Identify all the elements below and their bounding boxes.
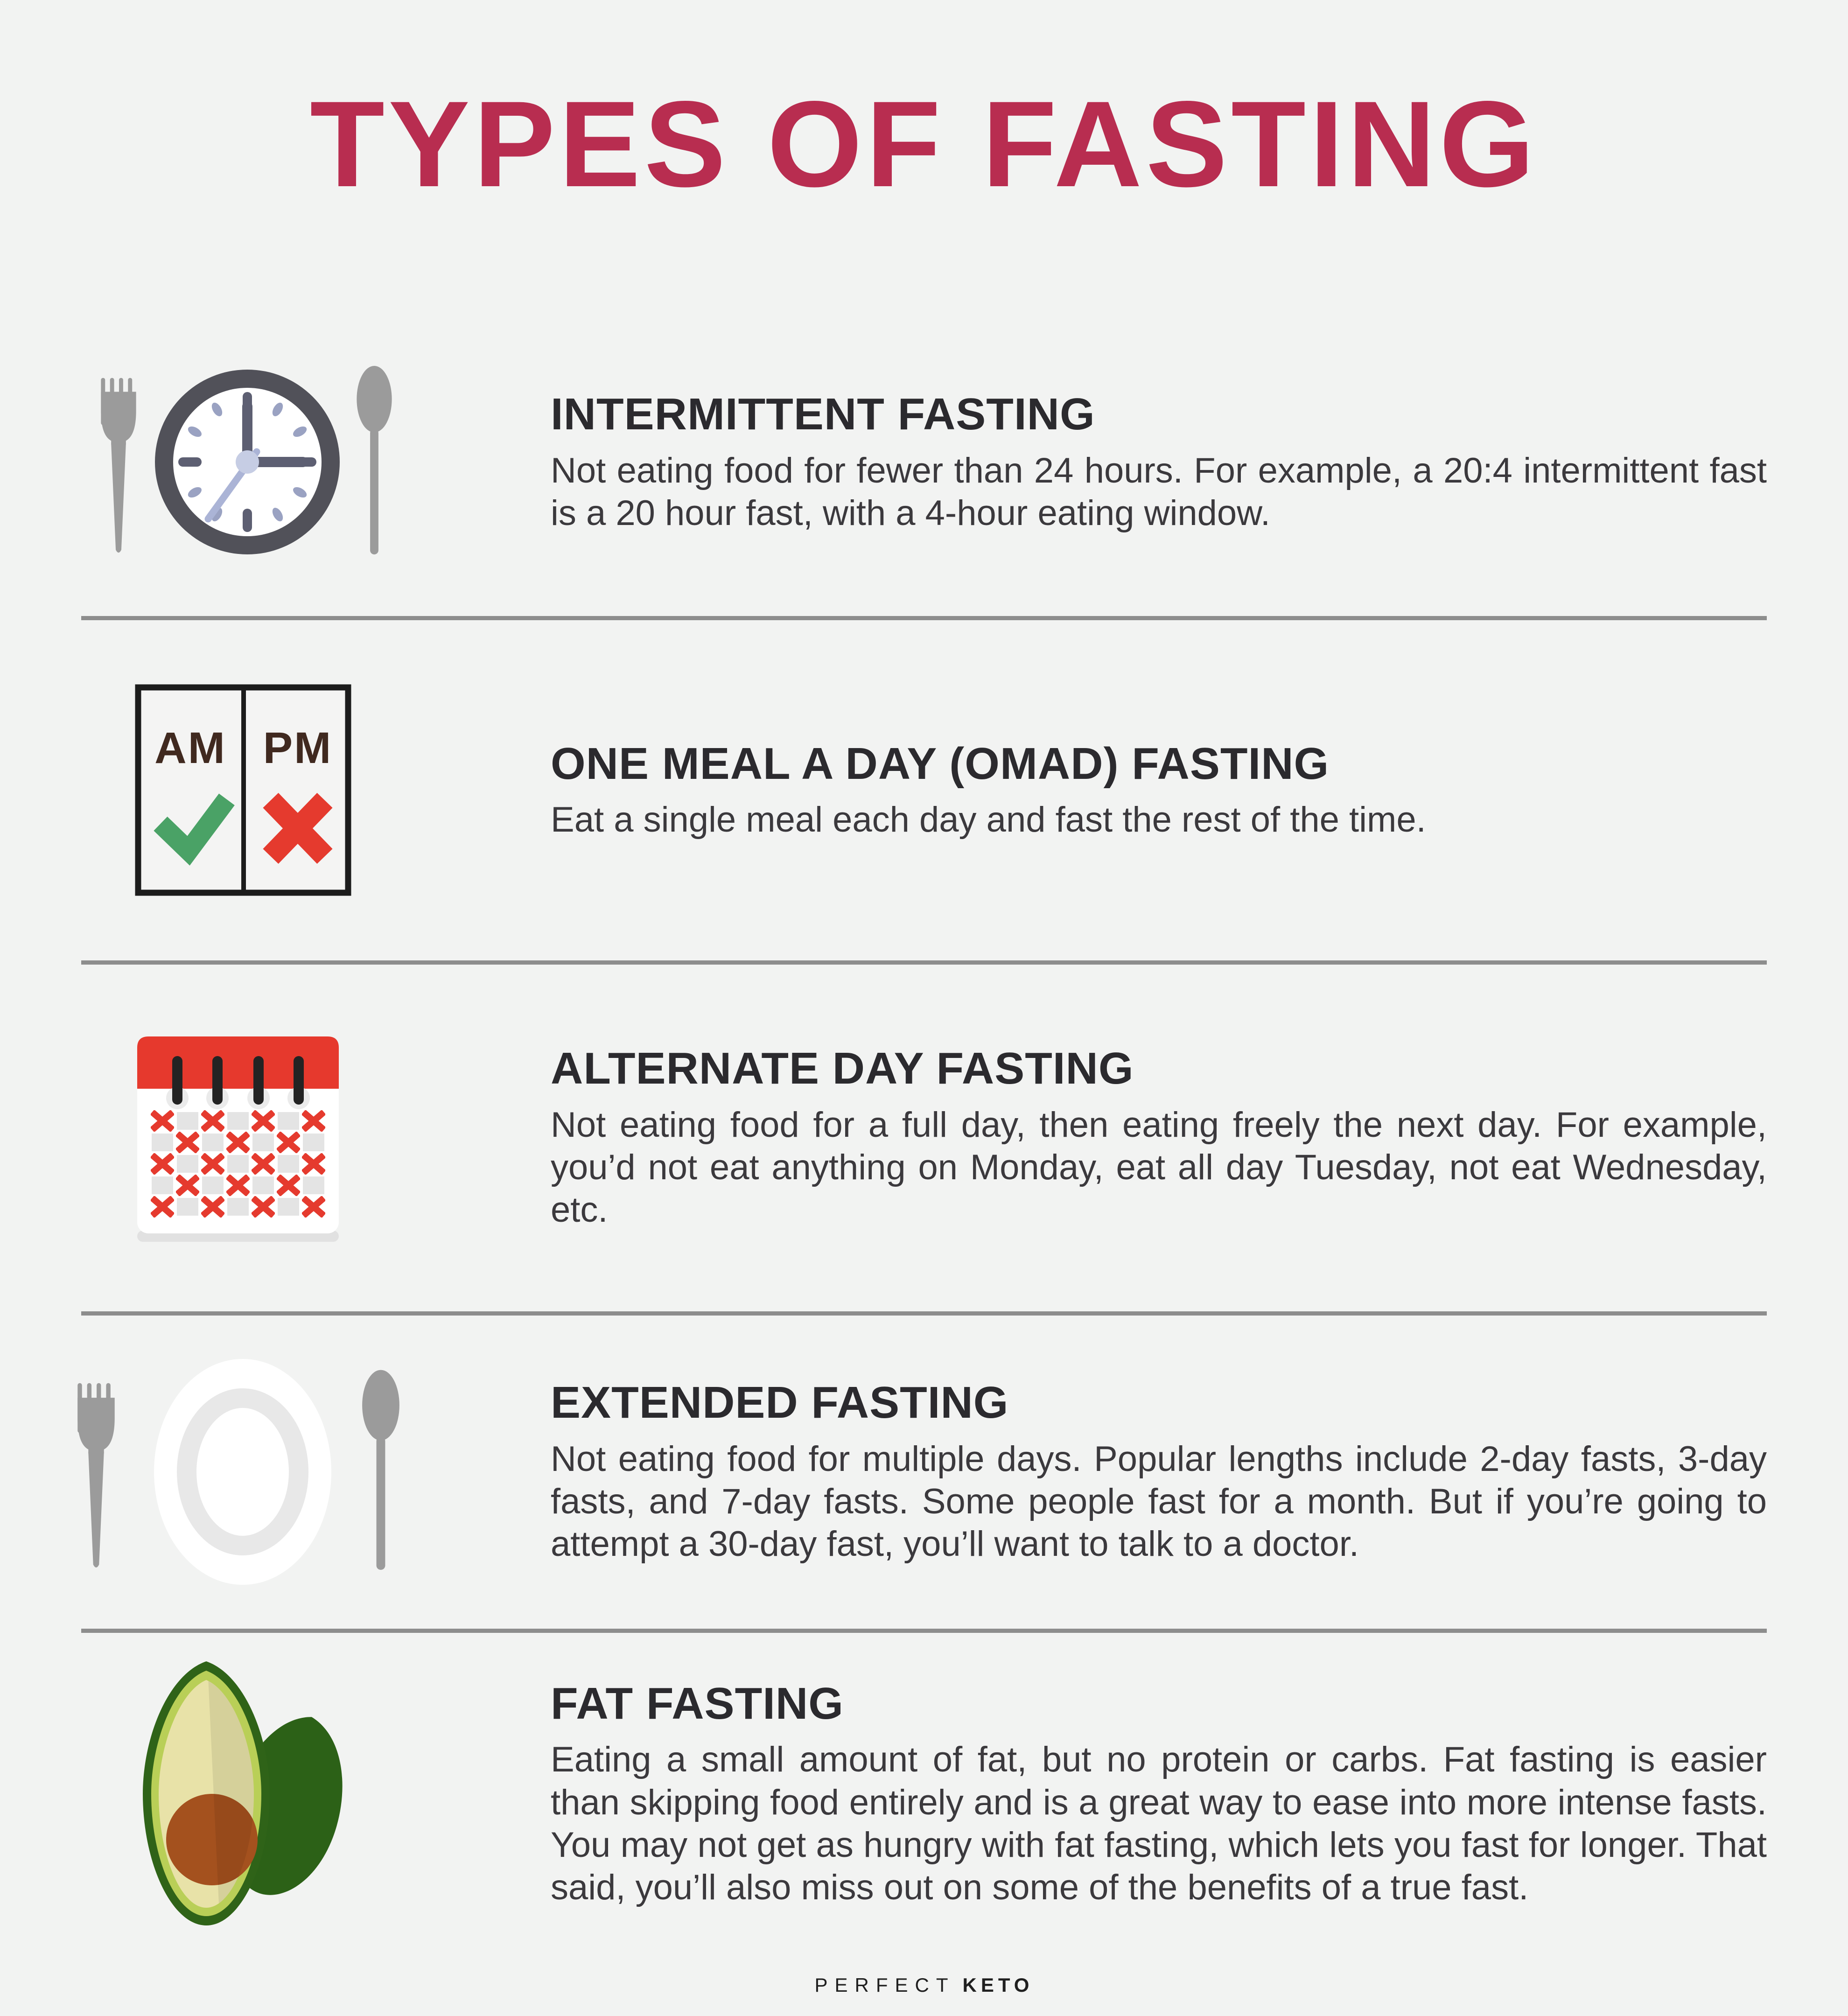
brand-word-perfect: PERFECT: [814, 1974, 955, 1996]
section-heading: INTERMITTENT FASTING: [551, 389, 1095, 440]
divider: [81, 1311, 1767, 1316]
clock-icon: [155, 370, 340, 554]
section-text: INTERMITTENT FASTING Not eating food for…: [551, 390, 1767, 534]
pm-label: PM: [263, 723, 333, 773]
section-text: EXTENDED FASTING Not eating food for mul…: [551, 1378, 1767, 1565]
section-heading: FAT FASTING: [551, 1678, 844, 1729]
avocado-pit: [166, 1794, 258, 1885]
avocado-icon: [143, 1661, 343, 1925]
section-body: Not eating food for fewer than 24 hours.…: [551, 450, 1767, 533]
divider: [81, 616, 1767, 620]
avocado-half: [143, 1661, 270, 1925]
section-icon-box: [84, 1030, 551, 1246]
section-heading: EXTENDED FASTING: [551, 1378, 1009, 1428]
section-intermittent-fasting: INTERMITTENT FASTING Not eating food for…: [84, 308, 1767, 616]
section-text: ALTERNATE DAY FASTING Not eating food fo…: [551, 1044, 1767, 1231]
section-body: Eat a single meal each day and fast the …: [551, 800, 1426, 840]
section-icon-box: [84, 1654, 551, 1934]
clock-cutlery-icon: [101, 365, 392, 555]
brand-word-keto: KETO: [962, 1974, 1034, 1996]
page-title: TYPES OF FASTING: [310, 76, 1538, 212]
plate-icon: [154, 1359, 331, 1585]
section-alternate-day-fasting: ALTERNATE DAY FASTING Not eating food fo…: [84, 964, 1767, 1311]
calendar-pins: [166, 1056, 310, 1109]
check-icon: [154, 793, 235, 866]
divider: [81, 1629, 1767, 1633]
section-fat-fasting: FAT FASTING Eating a small amount of fat…: [84, 1632, 1767, 1955]
am-label: AM: [154, 723, 226, 773]
section-body: Eating a small amount of fat, but no pro…: [551, 1740, 1767, 1907]
fork-icon: [101, 378, 136, 553]
brand-logo: PERFECT KETO: [0, 1975, 1848, 1995]
spoon-icon: [362, 1370, 399, 1570]
section-heading: ONE MEAL A DAY (OMAD) FASTING: [551, 738, 1330, 789]
spoon-icon: [357, 365, 392, 555]
section-icon-box: [84, 362, 551, 562]
plate-cutlery-icon: [77, 1359, 399, 1585]
calendar-grid: [152, 1112, 324, 1216]
x-icon: [263, 793, 333, 864]
section-body: Not eating food for multiple days. Popul…: [551, 1439, 1767, 1564]
section-omad-fasting: AM PM ONE MEAL A DAY (OMAD) FASTING Eat …: [84, 620, 1767, 960]
section-icon-box: [77, 1355, 551, 1589]
calendar-icon: [137, 1036, 339, 1242]
section-text: FAT FASTING Eating a small amount of fat…: [551, 1679, 1767, 1909]
section-extended-fasting: EXTENDED FASTING Not eating food for mul…: [77, 1315, 1767, 1629]
divider: [81, 960, 1767, 965]
am-pm-card-icon: AM PM: [135, 684, 351, 896]
section-icon-box: AM PM: [84, 683, 551, 897]
section-text: ONE MEAL A DAY (OMAD) FASTING Eat a sing…: [551, 739, 1767, 841]
fork-icon: [77, 1383, 115, 1568]
section-body: Not eating food for a full day, then eat…: [551, 1105, 1767, 1230]
section-heading: ALTERNATE DAY FASTING: [551, 1043, 1134, 1094]
